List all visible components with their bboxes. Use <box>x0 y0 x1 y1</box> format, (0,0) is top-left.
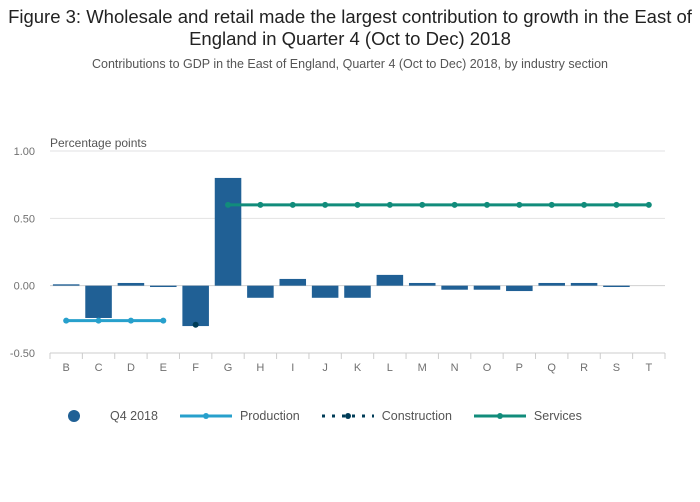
bar-R <box>570 282 598 286</box>
gridlines <box>50 150 665 354</box>
x-tick-label-B: B <box>63 362 70 374</box>
x-tick-label-S: S <box>613 362 620 374</box>
bar-N <box>441 285 468 290</box>
legend-label-services: Services <box>533 409 582 423</box>
production-point <box>63 317 70 324</box>
legend-item-q4-2018[interactable]: Q4 2018 <box>60 408 158 424</box>
x-tick-label-J: J <box>322 362 328 374</box>
legend: Q4 2018 Production Construction Services <box>60 404 602 428</box>
y-tick-label: 0.00 <box>14 281 35 293</box>
x-tick-label-Q: Q <box>547 362 556 374</box>
bar-M <box>408 282 436 286</box>
x-tick-label-D: D <box>127 362 135 374</box>
x-tick-label-L: L <box>387 362 393 374</box>
chart-subtitle: Contributions to GDP in the East of Engl… <box>91 57 608 71</box>
x-axis-ticks: B C D E F G H I J K L M N O P Q R S T <box>49 352 666 374</box>
x-tick-label-K: K <box>354 362 362 374</box>
x-tick-label-T: T <box>645 362 652 374</box>
bars <box>52 177 663 327</box>
services-point <box>483 201 490 208</box>
services-point <box>354 201 361 208</box>
chart-title: Figure 3: Wholesale and retail made the … <box>8 6 692 49</box>
chart-plot: -0.50 0.00 0.50 1.00 Percentage points B C D E… <box>10 136 666 374</box>
bar-Q <box>538 282 565 286</box>
legend-swatch-construction <box>321 413 374 419</box>
bar-O <box>473 285 501 290</box>
y-tick-label: 0.50 <box>14 213 35 225</box>
production-point <box>127 317 134 324</box>
bar-L <box>376 274 404 286</box>
bar-K <box>344 285 371 298</box>
y-tick-label: -0.50 <box>10 348 35 360</box>
bar-F <box>182 285 209 327</box>
services-point <box>289 201 296 208</box>
bar-I <box>279 278 307 286</box>
legend-item-production[interactable]: Production <box>178 408 300 424</box>
legend-label-construction: Construction <box>381 409 452 423</box>
x-tick-label-P: P <box>516 362 523 374</box>
bar-B <box>52 284 80 286</box>
services-point <box>645 201 652 208</box>
services-point <box>225 201 232 208</box>
legend-swatch-bar <box>68 410 80 422</box>
y-tick-label: 1.00 <box>14 146 35 158</box>
bar-C <box>85 285 112 318</box>
legend-swatch-services <box>473 413 526 419</box>
services-point <box>386 201 393 208</box>
x-tick-label-R: R <box>580 362 588 374</box>
bar-P <box>506 285 533 292</box>
legend-label-q4-2018: Q4 2018 <box>110 409 158 423</box>
bar-J <box>311 285 339 298</box>
services-point <box>516 201 523 208</box>
bar-H <box>247 285 274 298</box>
services-point <box>257 201 264 208</box>
x-tick-label-H: H <box>256 362 264 374</box>
series-lines <box>63 201 652 328</box>
y-axis-title: Percentage points <box>50 136 147 150</box>
legend-item-services[interactable]: Services <box>472 408 582 424</box>
services-point <box>419 201 426 208</box>
x-tick-label-E: E <box>160 362 167 374</box>
production-point <box>95 317 102 324</box>
legend-item-construction[interactable]: Construction <box>320 408 452 424</box>
bar-S <box>603 285 630 288</box>
x-tick-label-O: O <box>483 362 492 374</box>
services-point <box>451 201 458 208</box>
x-tick-label-N: N <box>451 362 459 374</box>
bar-E <box>150 285 177 288</box>
legend-label-production: Production <box>239 409 300 423</box>
production-point <box>160 317 167 324</box>
construction-point <box>192 321 199 328</box>
x-tick-label-F: F <box>192 362 199 374</box>
services-point <box>613 201 620 208</box>
services-point <box>322 201 329 208</box>
legend-swatch-production <box>179 413 232 419</box>
bar-G <box>214 177 242 286</box>
services-point <box>548 201 555 208</box>
services-point <box>581 201 588 208</box>
x-tick-label-C: C <box>95 362 103 374</box>
bar-D <box>117 282 145 286</box>
x-tick-label-G: G <box>224 362 233 374</box>
x-tick-label-M: M <box>418 362 427 374</box>
x-tick-label-I: I <box>291 362 294 374</box>
y-axis-ticks: -0.50 0.00 0.50 1.00 <box>10 146 35 360</box>
